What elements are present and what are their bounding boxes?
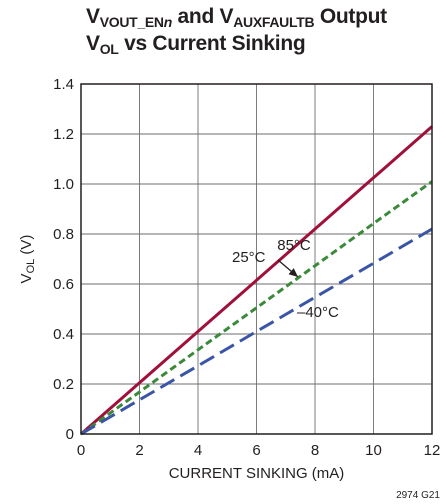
y-tick-label: 0 xyxy=(66,426,74,443)
y-tick-label: 0.8 xyxy=(53,226,74,243)
y-tick-label: 1.4 xyxy=(53,76,74,93)
x-tick-label: 10 xyxy=(365,442,382,459)
x-tick-label: 8 xyxy=(311,442,319,459)
title-line-2: VOL vs Current Sinking xyxy=(86,33,444,60)
y-label-unit: (V) xyxy=(18,235,35,259)
title-output: Output xyxy=(314,5,387,28)
title-sub-vout-en: VOUT_ENn xyxy=(99,14,173,30)
x-tick-label: 2 xyxy=(135,442,143,459)
title-and-v: and V xyxy=(172,5,234,28)
figure-code: 2974 G21 xyxy=(396,490,440,501)
y-label-v: V xyxy=(18,273,35,283)
y-axis-label: VOL (V) xyxy=(18,235,37,284)
y-tick-label: 0.6 xyxy=(53,276,74,293)
title-v1: V xyxy=(86,5,100,28)
x-tick-label: 0 xyxy=(77,442,85,459)
x-tick-label: 6 xyxy=(252,442,260,459)
x-tick-label: 4 xyxy=(194,442,202,459)
y-label-sub-ol: OL xyxy=(25,259,37,274)
y-tick-label: 0.2 xyxy=(53,376,74,393)
title-v2: V xyxy=(86,32,100,55)
x-tick-label: 12 xyxy=(424,442,441,459)
series-label-0: 85°C xyxy=(277,237,311,254)
series-label-1: 25°C xyxy=(232,249,266,266)
y-tick-label: 1.2 xyxy=(53,126,74,143)
title-sub-vout-en-text: VOUT_EN xyxy=(99,14,164,30)
series-line-1 xyxy=(80,180,433,436)
grid xyxy=(81,84,432,434)
series-lines xyxy=(80,125,433,436)
series-label-2: –40°C xyxy=(297,304,339,321)
y-tick-label: 0.4 xyxy=(53,326,74,343)
x-axis-label: CURRENT SINKING (mA) xyxy=(169,465,345,482)
chart-title: VVOUT_ENn and VAUXFAULTB Output VOL vs C… xyxy=(86,6,444,60)
series-annotations: 85°C 25°C –40°C xyxy=(232,237,339,321)
title-sub-ol: OL xyxy=(99,41,119,57)
annotation-arrow-head xyxy=(288,268,298,277)
series-line-0 xyxy=(80,125,433,436)
y-tick-label: 1.0 xyxy=(53,176,74,193)
title-line-1: VVOUT_ENn and VAUXFAULTB Output xyxy=(86,6,444,33)
x-tick-labels: 0 2 4 6 8 10 12 xyxy=(77,442,441,459)
y-tick-labels: 0 0.2 0.4 0.6 0.8 1.0 1.2 1.4 xyxy=(53,76,74,443)
title-sub-n: n xyxy=(163,14,173,30)
title-vs-current: vs Current Sinking xyxy=(118,32,306,55)
plot-frame xyxy=(80,83,433,435)
title-sub-auxfaultb: AUXFAULTB xyxy=(233,14,315,30)
